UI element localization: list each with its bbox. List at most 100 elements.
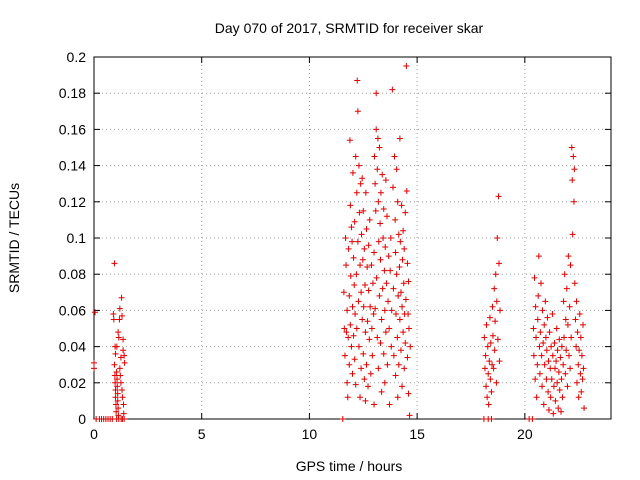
data-point [365, 383, 372, 390]
data-point [112, 401, 119, 408]
data-point [489, 303, 496, 310]
data-point [351, 356, 358, 363]
data-point [359, 175, 366, 182]
data-point [367, 370, 374, 377]
y-tick-label: 0.02 [59, 375, 86, 391]
data-point [378, 316, 385, 323]
y-axis-label: SRMTID / TECUs [6, 183, 22, 293]
data-point [402, 209, 409, 216]
data-point [348, 343, 355, 350]
data-point [398, 202, 405, 209]
data-point [550, 410, 557, 417]
data-point [358, 231, 365, 238]
data-point [563, 347, 570, 354]
data-point [564, 321, 571, 328]
data-point [532, 303, 539, 310]
data-point [366, 336, 373, 343]
data-point [560, 298, 567, 305]
data-point [481, 334, 488, 341]
grid-lines [94, 57, 611, 419]
data-point [342, 235, 349, 241]
data-point [377, 220, 384, 227]
data-point [549, 311, 556, 318]
data-point [385, 298, 392, 305]
data-point [564, 383, 571, 390]
data-point [534, 316, 541, 323]
data-point [344, 394, 351, 401]
data-point [381, 307, 388, 314]
data-point [538, 352, 545, 359]
data-point [565, 352, 572, 359]
data-point [485, 370, 492, 377]
data-point [371, 153, 378, 160]
data-point [114, 376, 121, 383]
x-tick-label: 15 [409, 426, 425, 442]
data-point [405, 325, 412, 332]
data-point [577, 334, 584, 341]
data-point [349, 169, 356, 176]
data-point [386, 325, 393, 332]
data-point [112, 343, 119, 350]
data-point [340, 289, 347, 296]
data-point [113, 368, 120, 375]
data-point [547, 394, 554, 401]
data-point [396, 135, 403, 142]
data-point [121, 352, 128, 359]
data-point [399, 383, 406, 390]
data-point [573, 343, 580, 350]
data-point [575, 394, 582, 401]
data-point [112, 379, 119, 386]
x-axis-label: GPS time / hours [296, 458, 403, 474]
data-point [545, 358, 552, 365]
data-point [573, 298, 580, 305]
data-point [484, 343, 491, 350]
data-point [558, 343, 565, 350]
data-point [118, 294, 125, 301]
data-point [548, 376, 555, 383]
data-point [121, 359, 128, 366]
data-point [575, 361, 582, 368]
data-point [580, 365, 587, 372]
data-point [562, 370, 569, 377]
data-point [373, 90, 380, 97]
data-point [92, 309, 99, 316]
data-point [392, 372, 399, 379]
data-point [555, 368, 562, 375]
data-point [397, 289, 404, 296]
data-point [483, 383, 490, 390]
data-point [542, 298, 549, 305]
data-point [552, 397, 559, 404]
data-point [375, 198, 382, 205]
data-point [356, 209, 363, 216]
data-point [111, 372, 118, 379]
data-point [372, 207, 379, 214]
data-point [341, 325, 348, 332]
data-point [346, 137, 353, 144]
data-point [371, 401, 378, 408]
data-point [351, 282, 358, 289]
data-point [353, 271, 360, 278]
data-point [115, 329, 122, 336]
data-point [352, 381, 359, 388]
data-point [361, 376, 368, 383]
x-tick-label: 10 [302, 426, 318, 442]
data-point [353, 325, 360, 332]
data-point [362, 329, 369, 336]
data-point [494, 336, 501, 343]
data-point [388, 343, 395, 350]
data-point [544, 314, 551, 321]
data-point [360, 207, 367, 214]
data-point [393, 271, 400, 278]
data-point [112, 350, 119, 357]
data-point [350, 332, 357, 339]
data-point [380, 206, 387, 213]
data-point [485, 401, 492, 408]
data-point [496, 358, 503, 365]
data-point [484, 394, 491, 401]
data-point [404, 260, 411, 267]
data-point [396, 316, 403, 323]
data-point [534, 361, 541, 368]
data-point [349, 238, 356, 245]
data-point [483, 321, 490, 328]
